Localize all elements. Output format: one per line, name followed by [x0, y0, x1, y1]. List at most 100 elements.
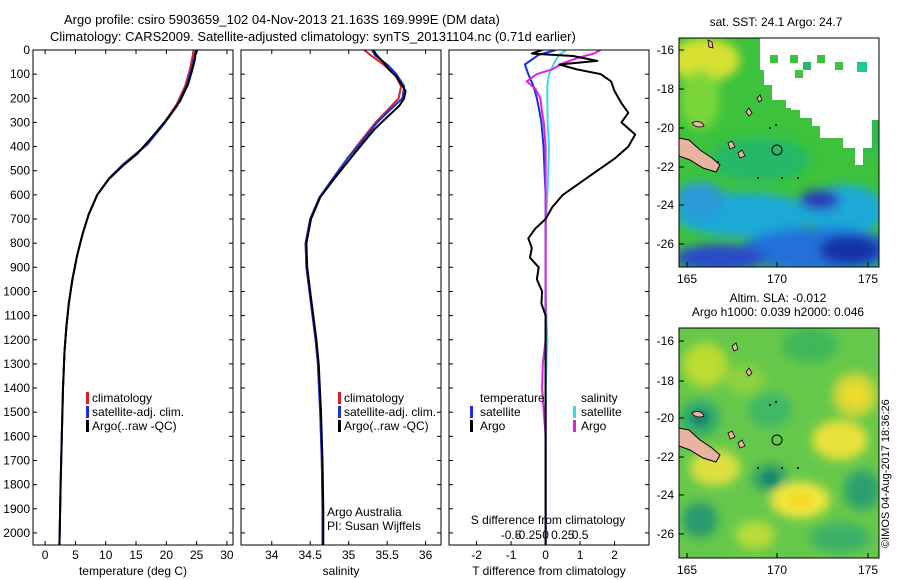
difference-xlabel: T difference from climatology: [472, 564, 626, 578]
salinity-xlabel: salinity: [323, 564, 360, 578]
depth-tick-label: 1000: [3, 284, 30, 298]
map1-ytick: -20: [657, 121, 675, 135]
map2-ytick: -22: [657, 450, 675, 464]
t-diff-xtick-label: 0: [542, 548, 549, 562]
temperature-xtick-label: 10: [99, 548, 113, 562]
map1-ytick: -24: [657, 198, 675, 212]
legend-title-salinity: salinity: [581, 391, 618, 405]
legend-swatch-t-satellite: [470, 406, 473, 418]
depth-tick-label: 1300: [3, 357, 30, 371]
depth-tick-label: 200: [10, 91, 30, 105]
map1-xtick: 175: [858, 272, 878, 286]
depth-tick-label: 1900: [3, 502, 30, 516]
map2-ytick: -26: [657, 527, 675, 541]
s-diff-xtick-label: 0: [542, 528, 549, 542]
chart-title-line1: Argo profile: csiro 5903659_102 04-Nov-2…: [64, 12, 500, 27]
legend-swatch-t-argo: [470, 420, 473, 432]
depth-tick-label: 1100: [4, 309, 30, 323]
t-diff-xtick-label: -2: [471, 548, 482, 562]
temperature-xtick-label: 20: [160, 548, 174, 562]
depth-tick-label: 1200: [3, 333, 30, 347]
sla-map-title2: Argo h1000: 0.039 h2000: 0.046: [692, 305, 864, 319]
difference-series-s-satellite: [544, 50, 567, 545]
legend-swatch-climatology: [338, 392, 341, 404]
s-diff-xtick-label: 0.5: [572, 528, 589, 542]
temperature-xtick-label: 30: [220, 548, 234, 562]
legend-swatch-argo: [86, 420, 89, 432]
temperature-xtick-label: 5: [72, 548, 79, 562]
credit-line2: PI: Susan Wijffels: [327, 519, 421, 533]
legend-label-climatology: climatology: [344, 391, 404, 405]
salinity-xtick-label: 34.5: [299, 548, 323, 562]
difference-series-t-argo: [527, 50, 637, 545]
depth-tick-label: 400: [10, 140, 30, 154]
map1-ytick: -22: [657, 160, 675, 174]
legend-swatch-climatology: [86, 392, 89, 404]
s-diff-xtick-label: 0.25: [551, 528, 575, 542]
salinity-xtick-label: 36: [419, 548, 433, 562]
salinity-xtick-label: 35: [342, 548, 356, 562]
salinity-xtick-label: 34: [265, 548, 279, 562]
depth-tick-label: 2000: [3, 526, 30, 540]
depth-tick-label: 1500: [3, 405, 30, 419]
depth-tick-label: 500: [10, 164, 30, 178]
temperature-xlabel: temperature (deg C): [79, 564, 187, 578]
difference-series-s-argo: [525, 50, 602, 545]
legend-swatch-argo: [338, 420, 341, 432]
map2-ytick: -16: [657, 334, 675, 348]
legend-label-argo: Argo(..raw -QC): [92, 419, 177, 433]
legend-label-s-satellite: satellite: [581, 405, 622, 419]
salinity-series-satellite-adj-clim-: [304, 50, 406, 545]
depth-tick-label: 700: [10, 212, 30, 226]
temperature-series-climatology: [58, 50, 195, 545]
salinity-panel: 34 34.5 35 35.5 36: [240, 49, 442, 562]
s-diff-xtick-label: -0.25: [515, 528, 543, 542]
legend-swatch-satellite: [86, 406, 89, 418]
legend-label-argo: Argo(..raw -QC): [344, 419, 429, 433]
temperature-xtick-label: 25: [190, 548, 204, 562]
map1-xtick: 170: [767, 272, 787, 286]
difference-panel: -2 -1 0 1 2-0.5-0.25 0 0.250.5: [448, 49, 650, 562]
sst-map-title: sat. SST: 24.1 Argo: 24.7: [710, 15, 843, 29]
salinity-series-climatology: [304, 50, 402, 545]
depth-tick-label: 1800: [3, 478, 30, 492]
legend-label-t-argo: Argo: [480, 419, 506, 433]
depth-tick-label: 900: [10, 260, 30, 274]
s-diff-xtick-label: -0.5: [501, 528, 522, 542]
chart-title-line2: Climatology: CARS2009. Satellite-adjuste…: [50, 29, 576, 44]
legend-swatch-s-argo: [573, 420, 576, 432]
depth-tick-label: 300: [10, 115, 30, 129]
depth-tick-label: 800: [10, 236, 30, 250]
map1-ytick: -18: [657, 82, 675, 96]
map1-ytick: -16: [657, 43, 675, 57]
map1-xtick: 165: [677, 272, 697, 286]
legend-swatch-s-satellite: [573, 406, 576, 418]
temperature-panel: 0100200300400500600700800900100011001200…: [3, 43, 234, 562]
salinity-xtick-label: 35.5: [375, 548, 399, 562]
legend-label-t-satellite: satellite: [480, 405, 521, 419]
temperature-series-satellite-adj-clim-: [58, 50, 197, 545]
t-diff-xtick-label: 1: [577, 548, 584, 562]
difference-series-t-satellite: [523, 50, 557, 545]
legend-label-climatology: climatology: [92, 391, 152, 405]
legend-label-s-argo: Argo: [581, 419, 607, 433]
credit-line1: Argo Australia: [327, 505, 402, 519]
sla-map-title1: Altim. SLA: -0.012: [730, 291, 827, 305]
map2-ytick: -20: [657, 411, 675, 425]
temperature-series-argo-raw-qc-: [58, 50, 199, 545]
legend-label-satellite: satellite-adj. clim.: [344, 405, 436, 419]
depth-tick-label: 1400: [3, 381, 30, 395]
sst-map: [678, 37, 880, 268]
map2-xtick: 175: [858, 563, 878, 577]
map2-xtick: 165: [677, 563, 697, 577]
depth-tick-label: 100: [10, 67, 30, 81]
depth-tick-label: 0: [23, 43, 30, 57]
temperature-xtick-label: 15: [129, 548, 143, 562]
map2-xtick: 170: [767, 563, 787, 577]
depth-tick-label: 1700: [3, 453, 30, 467]
map2-ytick: -18: [657, 374, 675, 388]
depth-tick-label: 1600: [3, 429, 30, 443]
map2-ytick: -24: [657, 488, 675, 502]
difference-xlabel-top: S difference from climatology: [471, 513, 626, 527]
temperature-xtick-label: 0: [42, 548, 49, 562]
